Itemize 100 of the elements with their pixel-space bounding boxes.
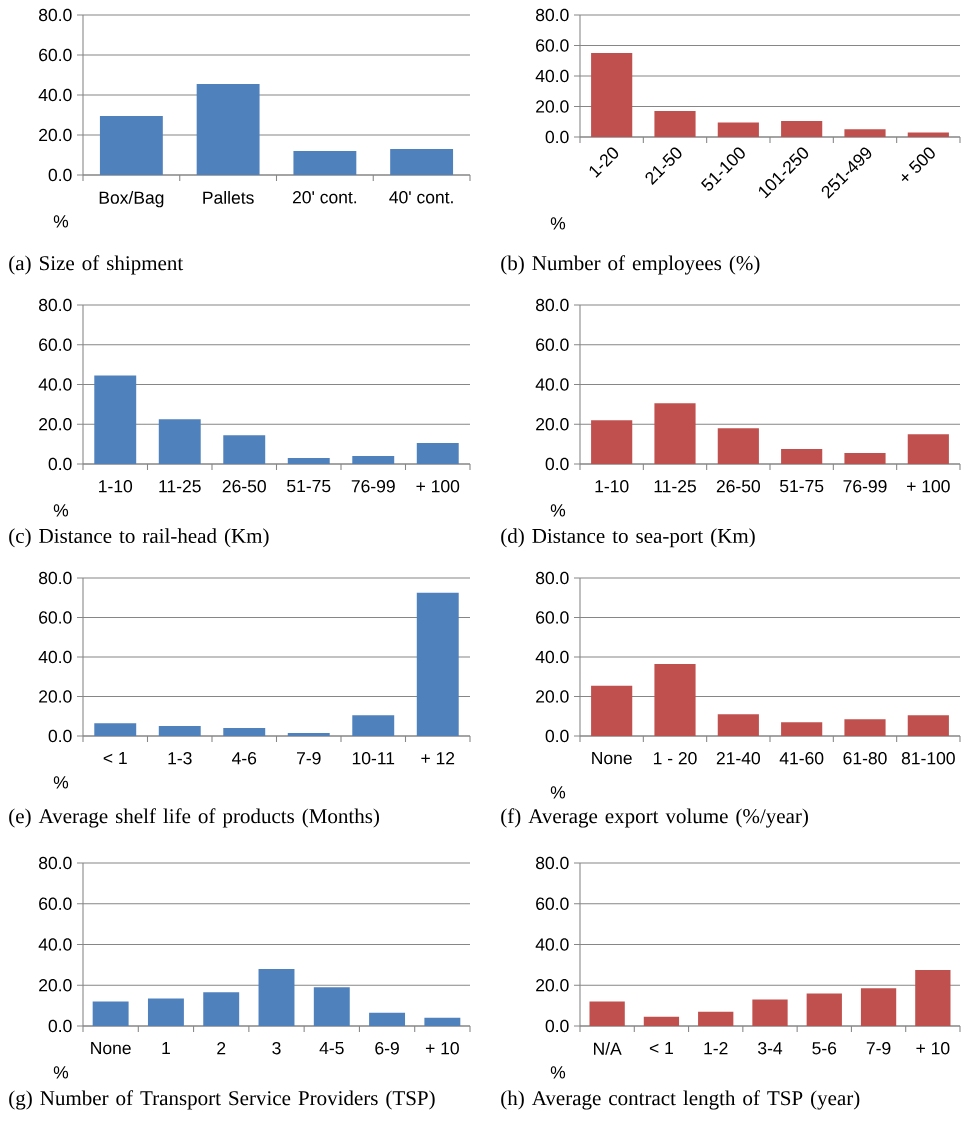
x-tick-label: 26-50	[716, 480, 761, 493]
x-tick-label: 5-6	[812, 1042, 837, 1055]
x-tick-label: 41-60	[779, 752, 824, 765]
bar	[352, 456, 395, 464]
bar	[390, 148, 454, 175]
x-tick-label: 3-4	[758, 1042, 783, 1055]
x-tick-label: 51-75	[780, 480, 824, 493]
x-tick-label: 1-3	[168, 752, 192, 765]
y-tick-label: 20.0	[536, 979, 569, 992]
y-tick-label: 0.0	[545, 130, 569, 144]
x-tick-label: Pallets	[203, 191, 254, 204]
bar	[907, 434, 949, 464]
x-tick-label: None	[592, 752, 632, 765]
bar	[258, 968, 295, 1026]
x-tick-label: < 1	[649, 1042, 673, 1055]
y-tick-label: 60.0	[39, 338, 72, 351]
x-tick-label: 11-25	[159, 480, 201, 493]
y-axis-title: %	[53, 504, 69, 517]
y-tick-label: 80.0	[536, 298, 569, 312]
x-tick-label: None	[91, 1042, 131, 1055]
y-tick-label: 20.0	[39, 418, 72, 431]
y-tick-label: 40.0	[38, 650, 72, 664]
bar	[907, 715, 949, 736]
y-axis-title: %	[550, 504, 566, 517]
bar	[369, 1012, 406, 1026]
text: (g) Number of Transport Service Providers (TSP)	[9, 1090, 435, 1110]
x-tick-label: 21-40	[716, 752, 761, 765]
x-tick-label: 4-6	[232, 752, 257, 765]
y-tick-label: 80.0	[39, 298, 72, 312]
y-tick-label: 40.0	[535, 938, 569, 951]
y-axis-title: %	[550, 1066, 566, 1079]
bar	[99, 115, 163, 175]
bar	[223, 728, 266, 736]
x-tick-label: 51-75	[287, 480, 331, 493]
x-tick-label: + 10	[916, 1042, 950, 1055]
x-tick-label: 26-50	[222, 480, 266, 493]
y-tick-label: 80.0	[536, 571, 569, 585]
x-tick-label: 3	[272, 1042, 281, 1055]
y-tick-label: 0.0	[545, 1019, 569, 1033]
bar	[643, 1016, 680, 1026]
bar	[717, 428, 759, 464]
y-tick-label: 80.0	[536, 856, 569, 870]
x-tick-label: + 100	[907, 480, 950, 493]
y-tick-label: 0.0	[48, 168, 72, 182]
x-tick-label: 1	[162, 1042, 170, 1055]
bar	[806, 993, 842, 1026]
bar	[158, 726, 201, 736]
bar	[94, 723, 137, 736]
y-tick-label: 60.0	[536, 39, 569, 52]
x-tick-label: 76-99	[351, 480, 395, 493]
bar	[698, 1011, 734, 1026]
x-tick-label: 81-100	[901, 752, 955, 765]
y-tick-label: 60.0	[39, 611, 72, 624]
y-axis-title: %	[550, 217, 566, 230]
bar	[781, 449, 823, 464]
bar	[416, 592, 459, 736]
y-tick-label: 80.0	[39, 8, 72, 22]
x-tick-label: + 500	[901, 147, 935, 181]
x-tick-label: 6-9	[375, 1042, 399, 1055]
bar	[591, 53, 633, 137]
text: (d) Distance to sea-port (Km)	[501, 528, 755, 548]
text: (e) Average shelf life of products (Months)	[9, 808, 379, 828]
text: (c) Distance to rail-head (Km)	[9, 528, 269, 548]
bar	[147, 998, 184, 1026]
bar	[717, 122, 759, 137]
x-tick-label: + 100	[416, 480, 460, 493]
bar	[591, 420, 633, 464]
bar	[654, 111, 696, 137]
y-tick-label: 80.0	[39, 571, 72, 585]
bar	[717, 714, 759, 736]
y-tick-label: 80.0	[39, 856, 72, 870]
bar	[158, 419, 201, 464]
x-tick-label: + 12	[421, 752, 455, 765]
y-tick-label: 20.0	[536, 418, 569, 431]
bar	[92, 1001, 129, 1026]
x-tick-label: 1-10	[99, 480, 133, 493]
x-tick-label: Box/Bag	[99, 191, 164, 208]
bar	[654, 663, 696, 736]
text: (b) Number of employees (%)	[501, 255, 760, 275]
x-tick-label: 20' cont.	[292, 191, 357, 204]
text: (f) Average export volume (%/year)	[501, 808, 808, 828]
y-tick-label: 60.0	[536, 897, 569, 910]
bar	[907, 132, 949, 137]
y-tick-label: 20.0	[536, 690, 569, 703]
x-tick-label: 1-2	[704, 1042, 728, 1055]
bar	[844, 129, 886, 137]
y-tick-label: 80.0	[536, 8, 569, 22]
bar	[352, 715, 395, 736]
bar	[196, 83, 260, 175]
x-tick-label: 4-5	[319, 1042, 344, 1055]
y-axis-title: %	[53, 1066, 69, 1079]
y-axis-title: %	[53, 776, 69, 789]
bar	[752, 999, 788, 1026]
bar	[223, 435, 266, 464]
y-tick-label: 60.0	[39, 48, 72, 62]
y-tick-label: 0.0	[48, 1019, 72, 1033]
x-tick-label: 10-11	[352, 752, 395, 765]
bar	[915, 969, 951, 1026]
bar	[654, 403, 696, 464]
bar	[416, 443, 459, 464]
